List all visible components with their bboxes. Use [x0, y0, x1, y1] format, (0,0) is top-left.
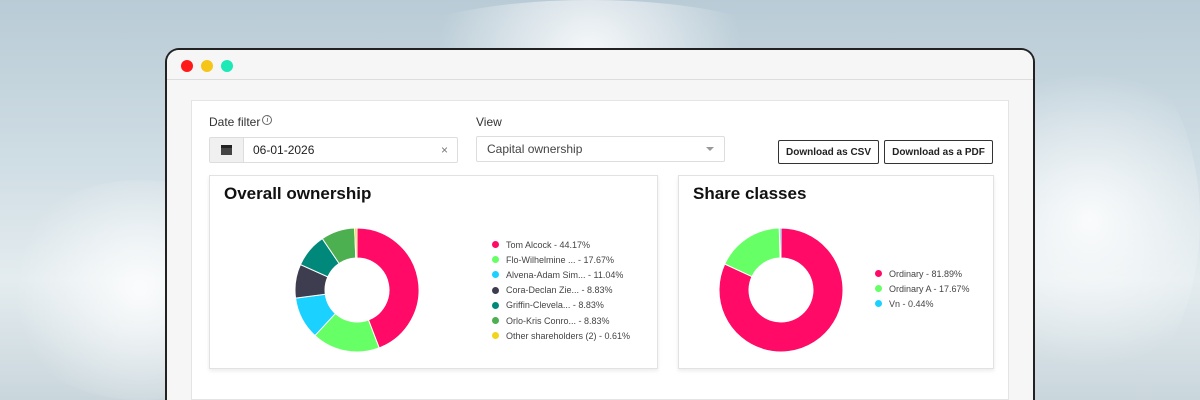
chevron-down-icon — [706, 147, 714, 151]
legend-label: Alvena-Adam Sim... - 11.04% — [506, 269, 624, 280]
donut-slice[interactable] — [778, 227, 782, 259]
overall-ownership-card: Overall ownership Tom Alcock - 44.17% Flo… — [209, 175, 658, 369]
donut-slice[interactable] — [356, 227, 420, 349]
legend-item[interactable]: Cora-Declan Zie... - 8.83% — [492, 283, 630, 298]
legend-swatch — [492, 241, 499, 249]
legend-label: Ordinary A - 17.67% — [889, 283, 970, 294]
view-select[interactable]: Capital ownership — [476, 136, 725, 162]
legend-label: Orlo-Kris Conro... - 8.83% — [506, 315, 610, 326]
legend-item[interactable]: Vn - 0.44% — [875, 296, 970, 311]
legend-swatch — [492, 271, 499, 279]
date-filter-label-text: Date filter — [209, 115, 261, 129]
legend-item[interactable]: Ordinary - 81.89% — [875, 266, 970, 281]
legend-item[interactable]: Other shareholders (2) - 0.61% — [492, 328, 630, 343]
share-classes-card: Share classes Ordinary - 81.89% Ordinary … — [678, 175, 994, 369]
legend-label: Flo-Wilhelmine ... - 17.67% — [506, 254, 615, 265]
card-title: Share classes — [693, 184, 807, 203]
legend-item[interactable]: Alvena-Adam Sim... - 11.04% — [492, 267, 630, 282]
title-bar — [167, 50, 1033, 80]
download-csv-button[interactable]: Download as CSV — [778, 140, 879, 164]
legend-swatch — [492, 332, 499, 340]
clear-icon[interactable]: × — [440, 143, 448, 157]
legend-swatch — [492, 301, 499, 309]
overall-ownership-legend: Tom Alcock - 44.17% Flo-Wilhelmine ... - … — [492, 237, 630, 343]
minimize-window-button[interactable] — [201, 60, 213, 72]
download-pdf-button[interactable]: Download as a PDF — [884, 140, 993, 164]
legend-swatch — [492, 286, 499, 294]
legend-swatch — [875, 270, 882, 278]
view-value: Capital ownership — [487, 142, 583, 156]
date-filter-label: Date filter i — [209, 115, 273, 129]
legend-label: Griffin-Clevela... - 8.83% — [506, 300, 604, 311]
donut-slice[interactable] — [718, 227, 844, 353]
share-classes-donut — [718, 227, 844, 353]
overall-ownership-donut — [294, 227, 420, 353]
date-value: 06-01-2026 — [253, 143, 315, 157]
legend-label: Other shareholders (2) - 0.61% — [506, 330, 631, 341]
legend-label: Cora-Declan Zie... - 8.83% — [506, 285, 613, 296]
legend-swatch — [875, 285, 882, 293]
date-filter-input[interactable]: 06-01-2026 × — [209, 137, 458, 163]
donut-slice[interactable] — [354, 227, 358, 259]
legend-item[interactable]: Flo-Wilhelmine ... - 17.67% — [492, 252, 630, 267]
info-icon[interactable]: i — [262, 115, 273, 125]
legend-label: Ordinary - 81.89% — [889, 268, 963, 279]
close-window-button[interactable] — [181, 60, 193, 72]
legend-swatch — [875, 300, 882, 308]
calendar-icon[interactable] — [210, 138, 244, 162]
legend-item[interactable]: Orlo-Kris Conro... - 8.83% — [492, 313, 630, 328]
view-label: View — [476, 115, 502, 129]
maximize-window-button[interactable] — [221, 60, 233, 72]
legend-item[interactable]: Ordinary A - 17.67% — [875, 281, 970, 296]
app-window: Date filter i 06-01-2026 × View Capital o… — [165, 48, 1035, 400]
card-title: Overall ownership — [224, 184, 372, 203]
legend-swatch — [492, 256, 499, 264]
legend-item[interactable]: Griffin-Clevela... - 8.83% — [492, 298, 630, 313]
legend-swatch — [492, 317, 499, 325]
legend-label: Vn - 0.44% — [889, 298, 934, 309]
legend-label: Tom Alcock - 44.17% — [506, 239, 591, 250]
share-classes-legend: Ordinary - 81.89% Ordinary A - 17.67% Vn -… — [875, 266, 970, 312]
legend-item[interactable]: Tom Alcock - 44.17% — [492, 237, 630, 252]
dashboard-panel: Date filter i 06-01-2026 × View Capital o… — [191, 100, 1009, 400]
